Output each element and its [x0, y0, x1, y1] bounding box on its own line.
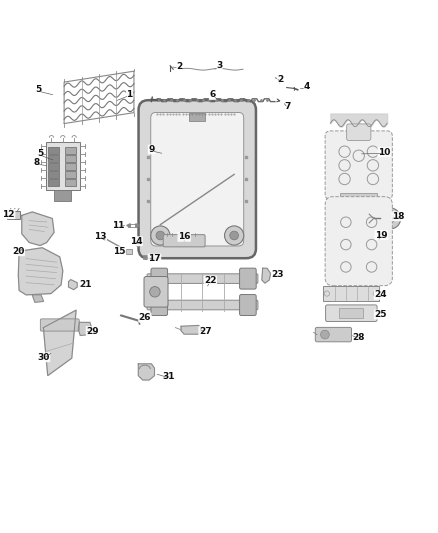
Circle shape — [230, 231, 239, 240]
Bar — [64, 163, 77, 169]
Text: 2: 2 — [176, 62, 182, 71]
Text: 6: 6 — [209, 91, 215, 100]
Circle shape — [380, 208, 401, 229]
Text: 28: 28 — [353, 333, 365, 342]
FancyBboxPatch shape — [346, 124, 371, 141]
Polygon shape — [18, 248, 63, 295]
Text: 12: 12 — [3, 209, 15, 219]
Text: 17: 17 — [148, 254, 161, 263]
Text: 16: 16 — [178, 232, 191, 241]
Text: 8: 8 — [33, 158, 40, 167]
Bar — [54, 190, 71, 201]
Bar — [48, 147, 60, 154]
FancyBboxPatch shape — [163, 235, 205, 247]
Text: 23: 23 — [272, 270, 284, 279]
FancyBboxPatch shape — [40, 319, 79, 331]
Bar — [48, 163, 60, 169]
Bar — [64, 147, 77, 154]
Text: 19: 19 — [375, 231, 388, 239]
FancyBboxPatch shape — [240, 295, 256, 316]
Text: 29: 29 — [86, 327, 99, 336]
FancyBboxPatch shape — [151, 268, 168, 289]
Bar — [340, 193, 377, 199]
Bar — [64, 171, 77, 177]
Text: 5: 5 — [37, 149, 43, 158]
Circle shape — [156, 231, 165, 240]
Text: 4: 4 — [303, 82, 310, 91]
Polygon shape — [22, 212, 54, 246]
FancyBboxPatch shape — [147, 274, 258, 284]
FancyBboxPatch shape — [325, 197, 392, 286]
FancyBboxPatch shape — [144, 277, 168, 307]
FancyBboxPatch shape — [147, 300, 258, 310]
Text: 24: 24 — [374, 290, 387, 300]
Text: 22: 22 — [204, 276, 216, 285]
Bar — [64, 179, 77, 185]
Bar — [189, 113, 205, 120]
Bar — [64, 155, 77, 161]
FancyBboxPatch shape — [325, 305, 377, 321]
Bar — [48, 179, 60, 185]
Text: 3: 3 — [216, 61, 222, 70]
Bar — [7, 211, 21, 219]
Circle shape — [321, 330, 329, 339]
Circle shape — [225, 226, 244, 245]
Text: 9: 9 — [148, 145, 155, 154]
FancyBboxPatch shape — [151, 112, 244, 246]
Text: 15: 15 — [113, 247, 126, 256]
Circle shape — [151, 226, 170, 245]
Text: 13: 13 — [94, 232, 106, 241]
Text: 10: 10 — [378, 148, 390, 157]
Text: 27: 27 — [199, 327, 212, 336]
Text: 30: 30 — [37, 353, 50, 362]
Bar — [48, 155, 60, 161]
Text: 1: 1 — [127, 90, 133, 99]
Text: 26: 26 — [138, 313, 151, 322]
Bar — [339, 309, 364, 318]
Text: 5: 5 — [35, 85, 41, 94]
Polygon shape — [78, 322, 92, 335]
Text: 11: 11 — [112, 221, 124, 230]
Text: 18: 18 — [392, 212, 404, 221]
Text: 2: 2 — [277, 75, 283, 84]
FancyBboxPatch shape — [240, 268, 256, 289]
Polygon shape — [32, 295, 44, 302]
Text: 14: 14 — [130, 237, 142, 246]
Polygon shape — [181, 326, 201, 334]
Bar — [323, 286, 379, 301]
Circle shape — [150, 287, 160, 297]
FancyBboxPatch shape — [138, 100, 256, 258]
Text: 7: 7 — [285, 102, 291, 111]
FancyBboxPatch shape — [315, 327, 352, 342]
Bar — [126, 249, 132, 254]
Circle shape — [386, 214, 395, 223]
Polygon shape — [138, 364, 155, 380]
Bar — [46, 142, 80, 190]
Text: 25: 25 — [374, 310, 387, 319]
Polygon shape — [43, 310, 76, 376]
Text: 21: 21 — [80, 280, 92, 289]
FancyBboxPatch shape — [151, 295, 168, 316]
Circle shape — [135, 240, 141, 246]
Text: 31: 31 — [162, 372, 175, 381]
Text: 20: 20 — [12, 247, 25, 256]
Bar — [48, 171, 60, 177]
FancyBboxPatch shape — [325, 131, 392, 199]
Polygon shape — [262, 268, 271, 283]
Polygon shape — [68, 280, 77, 289]
